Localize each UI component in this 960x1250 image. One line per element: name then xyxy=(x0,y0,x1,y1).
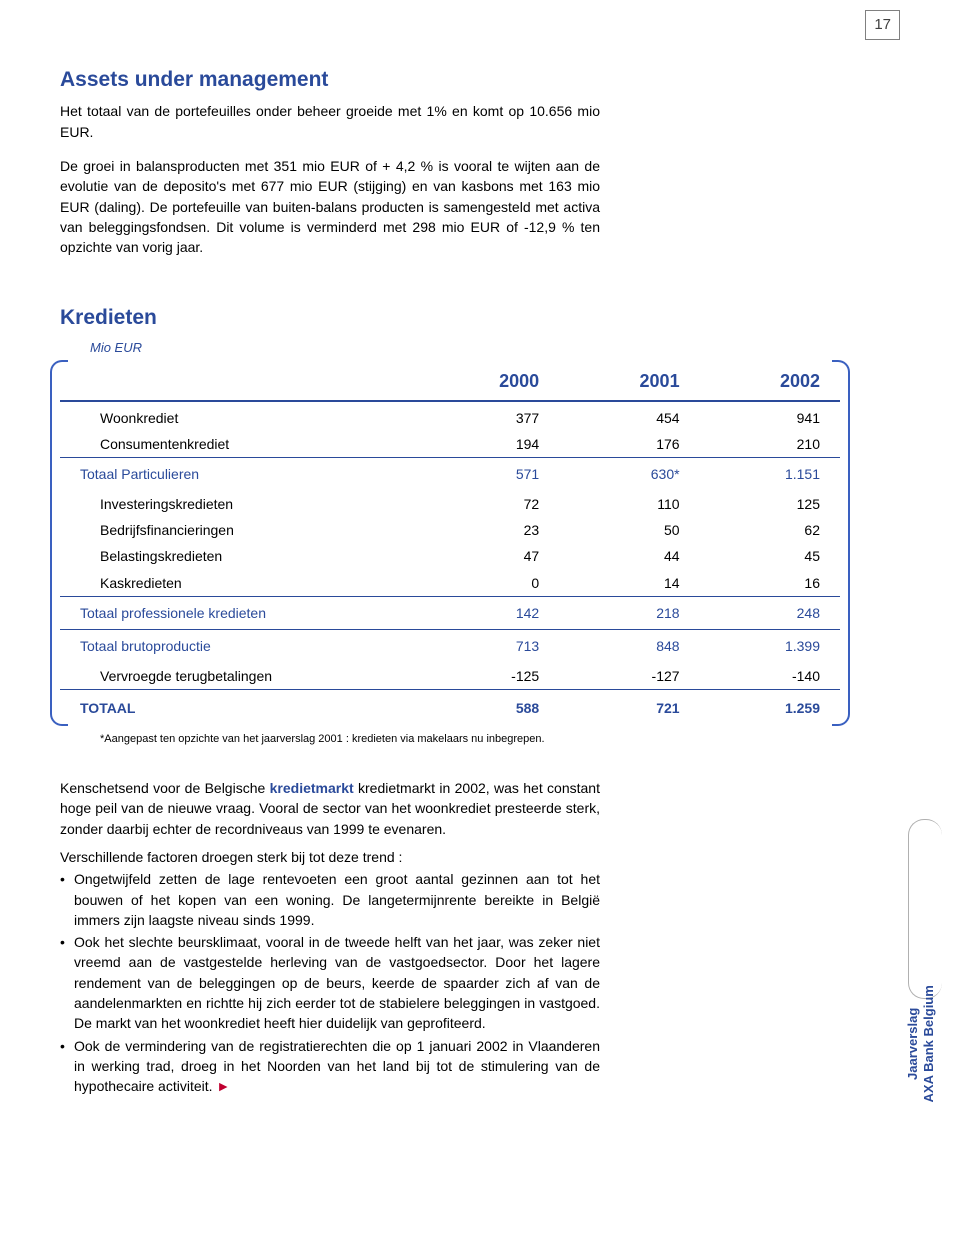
table-cell: 588 xyxy=(419,689,559,726)
table-cell: 571 xyxy=(419,458,559,491)
table-cell: 1.259 xyxy=(700,689,840,726)
table-row: Totaal professionele kredieten142218248 xyxy=(60,596,840,629)
table-cell: 16 xyxy=(700,570,840,597)
table-unit-label: Mio EUR xyxy=(90,339,900,358)
table-header-row: 2000 2001 2002 xyxy=(60,360,840,401)
side-tab: Jaarverslag AXA Bank Belgium xyxy=(908,819,942,999)
table-cell: 1.151 xyxy=(700,458,840,491)
table-cell: Investeringskredieten xyxy=(60,491,419,517)
table-cell: 72 xyxy=(419,491,559,517)
list-item: Ook de vermindering van de registratiere… xyxy=(60,1036,600,1097)
list-item: Ook het slechte beursklimaat, vooral in … xyxy=(60,932,600,1033)
table-cell: 218 xyxy=(559,596,699,629)
list-item: Ongetwijfeld zetten de lage rentevoeten … xyxy=(60,869,600,930)
table-cell: 110 xyxy=(559,491,699,517)
section-title-kredieten: Kredieten xyxy=(60,303,900,333)
table-cell: Belastingskredieten xyxy=(60,543,419,569)
table-cell: Bedrijfsfinancieringen xyxy=(60,517,419,543)
table-cell: 941 xyxy=(700,401,840,431)
kredieten-table-wrap: 2000 2001 2002 Woonkrediet377454941Consu… xyxy=(60,360,840,726)
intro-paragraph-1: Het totaal van de portefeuilles onder be… xyxy=(60,101,600,142)
table-cell: Totaal professionele kredieten xyxy=(60,596,419,629)
bracket-left xyxy=(50,360,68,726)
table-cell: 125 xyxy=(700,491,840,517)
table-row: Woonkrediet377454941 xyxy=(60,401,840,431)
table-cell: -140 xyxy=(700,663,840,690)
continue-arrow-icon: ► xyxy=(213,1078,231,1094)
table-cell: Totaal Particulieren xyxy=(60,458,419,491)
table-cell: Woonkrediet xyxy=(60,401,419,431)
table-cell: 62 xyxy=(700,517,840,543)
table-row: Belastingskredieten474445 xyxy=(60,543,840,569)
section-title-assets: Assets under management xyxy=(60,65,900,95)
table-cell: 176 xyxy=(559,431,699,458)
col-header-2: 2001 xyxy=(559,360,699,401)
col-header-3: 2002 xyxy=(700,360,840,401)
side-line1: Jaarverslag xyxy=(905,1008,920,1080)
after-table-p1: Kenschetsend voor de Belgische kredietma… xyxy=(60,778,600,839)
table-cell: Kaskredieten xyxy=(60,570,419,597)
side-line2: AXA Bank Belgium xyxy=(920,986,935,1103)
table-cell: 377 xyxy=(419,401,559,431)
table-cell: 23 xyxy=(419,517,559,543)
table-cell: 630* xyxy=(559,458,699,491)
table-cell: 1.399 xyxy=(700,630,840,663)
table-cell: 713 xyxy=(419,630,559,663)
table-row: Investeringskredieten72110125 xyxy=(60,491,840,517)
intro-paragraph-2: De groei in balansproducten met 351 mio … xyxy=(60,156,600,257)
bullet-lead: Verschillende factoren droegen sterk bij… xyxy=(60,847,600,867)
table-row: Vervroegde terugbetalingen-125-127-140 xyxy=(60,663,840,690)
table-row: TOTAAL5887211.259 xyxy=(60,689,840,726)
col-header-1: 2000 xyxy=(419,360,559,401)
p1-pre: Kenschetsend voor de Belgische xyxy=(60,780,270,796)
table-cell: 194 xyxy=(419,431,559,458)
table-row: Bedrijfsfinancieringen235062 xyxy=(60,517,840,543)
col-header-0 xyxy=(60,360,419,401)
table-cell: 0 xyxy=(419,570,559,597)
trend-factors: Verschillende factoren droegen sterk bij… xyxy=(60,847,600,1097)
table-cell: Vervroegde terugbetalingen xyxy=(60,663,419,690)
table-cell: 47 xyxy=(419,543,559,569)
table-row: Totaal Particulieren571630*1.151 xyxy=(60,458,840,491)
table-cell: 848 xyxy=(559,630,699,663)
table-row: Kaskredieten01416 xyxy=(60,570,840,597)
table-cell: 248 xyxy=(700,596,840,629)
table-cell: 44 xyxy=(559,543,699,569)
table-row: Consumentenkrediet194176210 xyxy=(60,431,840,458)
bracket-right xyxy=(832,360,850,726)
table-cell: TOTAAL xyxy=(60,689,419,726)
table-cell: 454 xyxy=(559,401,699,431)
kredieten-table: 2000 2001 2002 Woonkrediet377454941Consu… xyxy=(60,360,840,726)
table-cell: Totaal brutoproductie xyxy=(60,630,419,663)
table-cell: -127 xyxy=(559,663,699,690)
table-cell: 721 xyxy=(559,689,699,726)
table-cell: 210 xyxy=(700,431,840,458)
table-row: Totaal brutoproductie7138481.399 xyxy=(60,630,840,663)
table-cell: 14 xyxy=(559,570,699,597)
table-cell: 50 xyxy=(559,517,699,543)
table-cell: Consumentenkrediet xyxy=(60,431,419,458)
p1-highlight: kredietmarkt xyxy=(270,780,354,796)
table-cell: 142 xyxy=(419,596,559,629)
page-number: 17 xyxy=(865,10,900,40)
table-cell: -125 xyxy=(419,663,559,690)
table-cell: 45 xyxy=(700,543,840,569)
table-footnote: *Aangepast ten opzichte van het jaarvers… xyxy=(60,732,900,748)
